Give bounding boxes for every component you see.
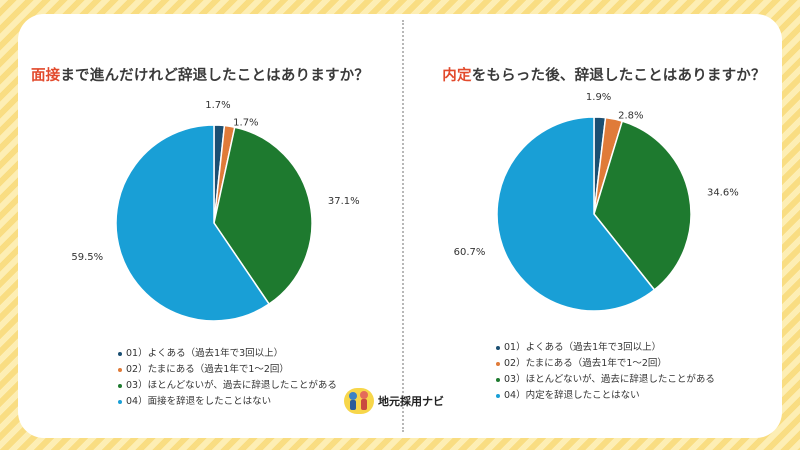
legend-item: 02）たまにある（過去1年で1〜2回） bbox=[496, 356, 715, 372]
legend-label: 02）たまにある（過去1年で1〜2回） bbox=[126, 364, 289, 375]
chart-legend: 01）よくある（過去1年で3回以上） 02）たまにある（過去1年で1〜2回） 0… bbox=[118, 346, 337, 410]
chart-title-text: まで進んだけれど辞退したことはありますか？ bbox=[60, 68, 370, 84]
chart-panel-interview: 面接まで進んだけれど辞退したことはありますか？ 1.7% 1.7% 37.1% 59.… bbox=[0, 64, 400, 410]
pie-slice bbox=[593, 120, 692, 291]
legend-label: 04）内定を辞退したことはない bbox=[504, 390, 640, 401]
chart-title: 面接まで進んだけれど辞退したことはありますか？ bbox=[0, 64, 400, 85]
logo-text: 地元採用ナビ bbox=[378, 395, 444, 408]
chart-title-accent: 面接 bbox=[30, 68, 61, 84]
legend-item: 04）内定を辞退したことはない bbox=[496, 388, 715, 404]
pie-slice bbox=[213, 126, 313, 306]
legend-marker bbox=[496, 345, 500, 350]
legend-marker bbox=[118, 399, 122, 404]
legend-item: 03）ほとんどないが、過去に辞退したことがある bbox=[496, 372, 715, 388]
legend-marker bbox=[496, 361, 500, 366]
data-label: 34.6% bbox=[707, 187, 739, 198]
legend-label: 01）よくある（過去1年で3回以上） bbox=[126, 348, 284, 359]
pie-chart: 1.9% 2.8% 34.6% 60.7% bbox=[454, 92, 739, 312]
legend-marker bbox=[118, 367, 122, 372]
legend-item: 02）たまにある（過去1年で1〜2回） bbox=[118, 362, 337, 378]
data-label: 2.8% bbox=[618, 110, 643, 121]
legend-label: 03）ほとんどないが、過去に辞退したことがある bbox=[126, 380, 337, 391]
legend-marker bbox=[496, 377, 500, 382]
legend-label: 04）面接を辞退をしたことはない bbox=[126, 396, 272, 407]
chart-title-accent: 内定 bbox=[442, 68, 472, 84]
pie-slice bbox=[115, 124, 271, 322]
data-label: 1.9% bbox=[586, 92, 611, 103]
legend-label: 01）よくある（過去1年で3回以上） bbox=[504, 342, 662, 353]
panel-divider bbox=[402, 20, 404, 432]
site-logo: 地元採用ナビ bbox=[344, 388, 444, 414]
pie-chart: 1.7%1.7% 37.1% 59.5% bbox=[71, 100, 360, 322]
legend-item: 04）面接を辞退をしたことはない bbox=[118, 394, 337, 410]
logo-mark-icon bbox=[344, 388, 374, 414]
chart-title-text: をもらった後、辞退したことはありますか？ bbox=[471, 68, 766, 84]
legend-marker bbox=[118, 383, 122, 388]
legend-marker bbox=[118, 351, 122, 356]
pie-slice bbox=[496, 116, 656, 312]
data-label: 59.5% bbox=[71, 252, 103, 263]
data-label: 1.7% bbox=[205, 100, 230, 111]
legend-label: 02）たまにある（過去1年で1〜2回） bbox=[504, 358, 667, 369]
chart-title: 内定をもらった後、辞退したことはありますか？ bbox=[404, 64, 800, 85]
legend-item: 03）ほとんどないが、過去に辞退したことがある bbox=[118, 378, 337, 394]
chart-legend: 01）よくある（過去1年で3回以上） 02）たまにある（過去1年で1〜2回） 0… bbox=[496, 340, 715, 404]
legend-item: 01）よくある（過去1年で3回以上） bbox=[496, 340, 715, 356]
chart-panel-offer: 内定をもらった後、辞退したことはありますか？ 1.9% 2.8% 34.6% 60.7… bbox=[404, 0, 800, 450]
data-label: 60.7% bbox=[454, 247, 486, 258]
legend-marker bbox=[496, 393, 500, 398]
legend-item: 01）よくある（過去1年で3回以上） bbox=[118, 346, 337, 362]
data-label: 1.7% bbox=[233, 117, 258, 128]
data-label: 37.1% bbox=[328, 196, 360, 207]
legend-label: 03）ほとんどないが、過去に辞退したことがある bbox=[504, 374, 715, 385]
